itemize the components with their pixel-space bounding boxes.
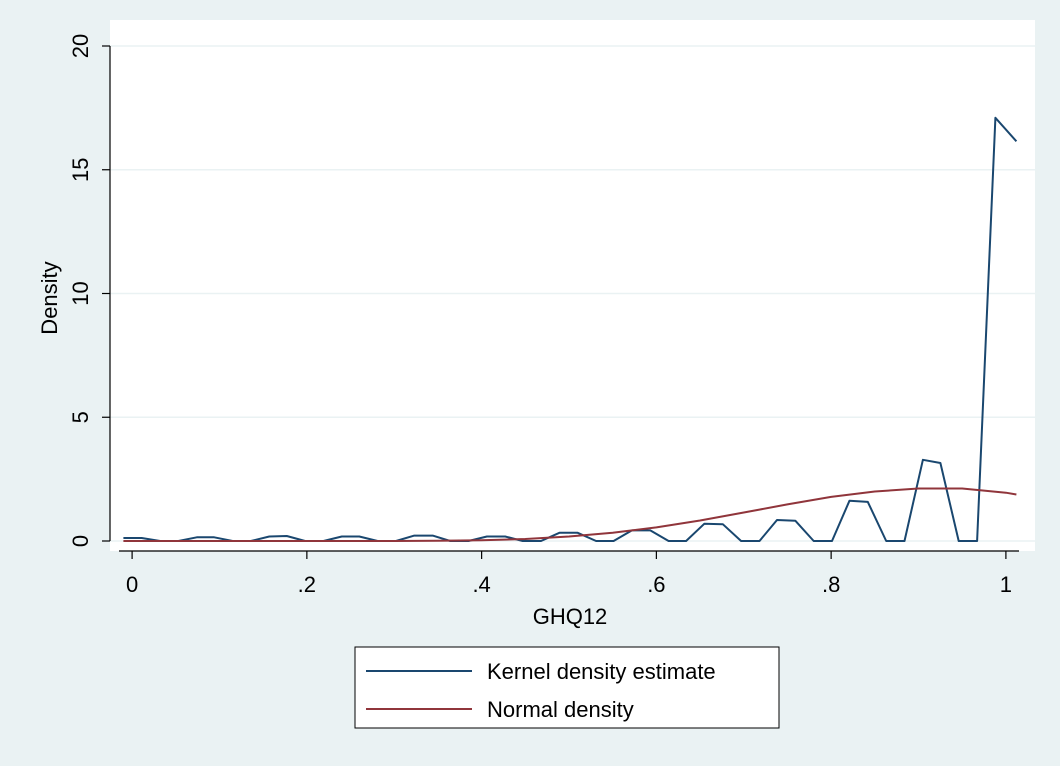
x-tick-label: .2 (298, 572, 316, 597)
series-line-normal-density (123, 487, 1017, 542)
y-tick-label: 5 (68, 411, 93, 423)
y-tick-label: 20 (68, 34, 93, 58)
y-tick-label: 10 (68, 281, 93, 305)
x-axis-label: GHQ12 (533, 604, 608, 629)
y-ticks: 0 5 10 15 20 (68, 34, 110, 547)
x-tick-label: .8 (822, 572, 840, 597)
series-line-kernel-density-estimate (123, 116, 1018, 542)
x-tick-label: .4 (472, 572, 490, 597)
grid (110, 45, 1035, 542)
legend: Kernel density estimate Normal density (354, 646, 780, 729)
x-tick-label: 0 (126, 572, 138, 597)
series-layer (123, 116, 1018, 542)
y-tick-label: 15 (68, 158, 93, 182)
legend-label-kernel-density-estimate: Kernel density estimate (487, 659, 716, 684)
x-ticks: 0 .2 .4 .6 .8 1 (126, 551, 1012, 597)
x-tick-label: 1 (1000, 572, 1012, 597)
plot-area (110, 20, 1035, 551)
y-axis-label: Density (37, 261, 62, 334)
x-tick-label: .6 (647, 572, 665, 597)
y-tick-label: 0 (68, 535, 93, 547)
legend-box (354, 646, 780, 729)
legend-label-normal-density: Normal density (487, 697, 634, 722)
